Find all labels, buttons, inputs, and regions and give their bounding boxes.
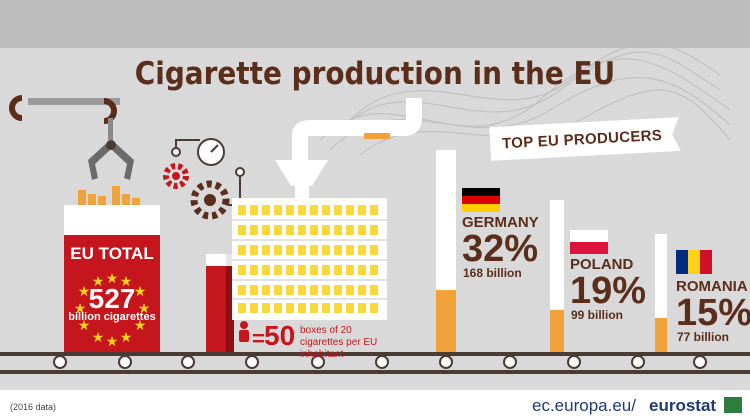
poland-flag [570,230,608,254]
svg-text:★: ★ [92,330,105,346]
source-url[interactable]: ec.europa.eu/ [532,396,636,416]
producer-percent-poland: 19% [570,272,646,310]
cigarette-pack-grid [232,198,387,320]
eu-total-box: ★ ★ ★ ★ ★ ★ ★ ★ ★ ★ ★ ★ [64,186,160,352]
eurostat-brand[interactable]: eurostat [649,396,716,416]
claw-rail [12,98,120,121]
ribbon-label: TOP EU PRODUCERS [502,127,663,152]
ratio-value: 50 [264,320,295,352]
conveyor-roller [440,356,452,368]
producer-percent-germany: 32% [462,230,538,268]
person-icon [239,321,249,342]
conveyor-roller [119,356,131,368]
ratio-description: boxes of 20 cigarettes per EU inhabitant [300,325,392,361]
red-box-small [206,254,234,352]
producer-percent-romania: 15% [676,294,750,332]
conveyor-roller [632,356,644,368]
romania-flag [676,250,712,274]
conveyor-roller [694,356,706,368]
machine-pipe [275,98,414,198]
conveyor-roller [568,356,580,368]
ratio-equals: = [252,326,265,352]
conveyor-roller [246,356,258,368]
germany-flag [462,188,500,212]
producer-amount-romania: 77 billion [677,330,729,344]
producer-amount-poland: 99 billion [571,308,623,322]
claw-icon [88,118,134,180]
data-year-note: (2016 data) [10,402,56,412]
svg-text:★: ★ [106,334,119,350]
gear-icon [166,166,226,216]
eurostat-logo-icon [724,397,742,413]
eu-total-unit: billion cigarettes [64,312,160,323]
conveyor-roller [504,356,516,368]
producer-amount-germany: 168 billion [463,266,522,280]
conveyor-roller [54,356,66,368]
eu-total-label: EU TOTAL [64,244,160,264]
svg-text:★: ★ [120,330,133,346]
footer-bar: (2016 data) ec.europa.eu/ eurostat [0,390,750,420]
conveyor-roller [182,356,194,368]
